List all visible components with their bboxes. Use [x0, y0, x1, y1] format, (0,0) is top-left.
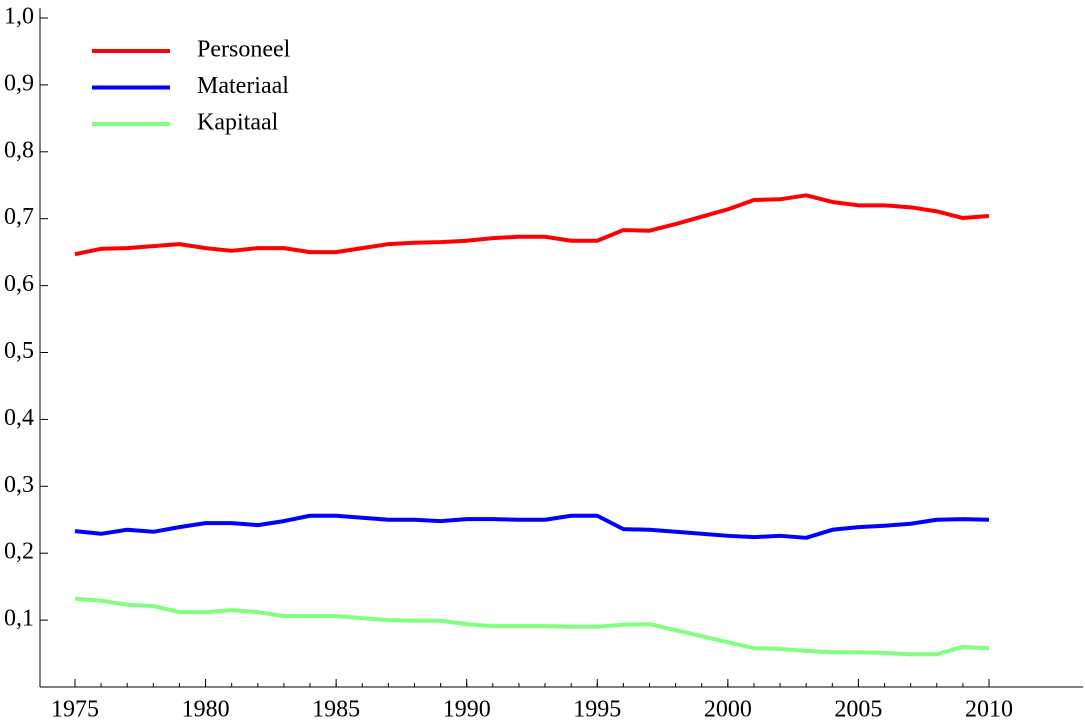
y-tick-label: 0,1: [4, 606, 34, 632]
y-tick-label: 0,9: [4, 70, 34, 96]
x-tick-label: 2010: [965, 697, 1013, 723]
series-line: [74, 596, 990, 657]
y-tick-label: 0,5: [4, 338, 34, 364]
x-tick-label: 2005: [834, 697, 882, 723]
x-tick-label: 2000: [704, 697, 752, 723]
x-tick-label: 1975: [51, 697, 99, 723]
x-tick-label: 1990: [443, 697, 491, 723]
y-tick-label: 0,4: [4, 405, 34, 431]
x-tick-label: 1995: [573, 697, 621, 723]
x-tick-label: 1985: [312, 697, 360, 723]
y-tick-label: 0,6: [4, 271, 34, 297]
y-tick-label: 1,0: [4, 4, 34, 30]
y-tick-label: 0,8: [4, 137, 34, 163]
legend-label: Materiaal: [197, 73, 289, 99]
series-line: [74, 193, 990, 257]
legend-label: Personeel: [197, 37, 291, 63]
y-tick-label: 0,2: [4, 539, 34, 565]
y-tick-label: 0,7: [4, 204, 34, 230]
y-tick-label: 0,3: [4, 472, 34, 498]
x-tick-label: 1980: [182, 697, 230, 723]
series-line: [74, 513, 990, 540]
legend-label: Kapitaal: [197, 110, 279, 136]
